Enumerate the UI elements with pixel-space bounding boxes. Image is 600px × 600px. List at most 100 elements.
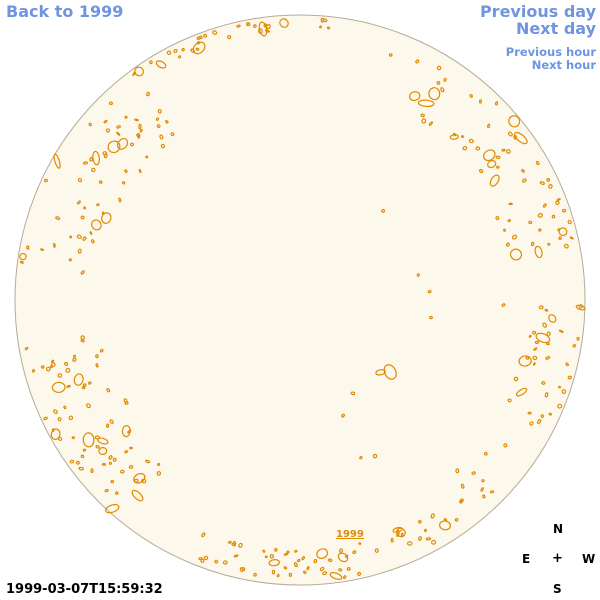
contour-mark (239, 567, 244, 573)
contour-mark (375, 369, 386, 376)
contour-mark (326, 26, 331, 30)
contour-mark (109, 419, 114, 424)
contour-mark (381, 208, 386, 213)
contour-mark (104, 504, 120, 514)
contour-mark (420, 113, 425, 118)
contour-mark (415, 59, 420, 64)
contour-mark (95, 444, 100, 449)
back-to-year-link[interactable]: Back to 1999 (6, 2, 124, 21)
contour-mark (149, 60, 153, 65)
contour-mark (195, 47, 200, 51)
contour-mark (423, 528, 428, 533)
contour-mark (82, 448, 87, 452)
contour-mark (73, 373, 84, 386)
contour-mark (417, 99, 435, 108)
contour-mark (269, 554, 275, 559)
contour-mark (548, 314, 557, 323)
contour-mark (418, 536, 422, 541)
contour-mark (430, 513, 435, 519)
contour-mark (418, 519, 422, 524)
contour-mark (537, 213, 543, 218)
contour-mark (507, 219, 512, 223)
contour-mark (69, 235, 73, 239)
contour-mark (103, 119, 108, 124)
contour-mark (541, 381, 546, 385)
contour-mark (436, 65, 442, 71)
contour-mark (319, 566, 325, 572)
contour-mark (558, 385, 561, 389)
contour-mark (139, 128, 143, 133)
contour-mark (66, 384, 71, 388)
contour-mark (141, 478, 147, 484)
contour-mark (428, 87, 441, 101)
contour-mark (118, 197, 122, 203)
contour-mark (31, 368, 36, 373)
contour-mark (64, 361, 69, 366)
contour-mark (178, 55, 182, 59)
contour-mark (503, 443, 508, 448)
contour-mark (555, 200, 560, 206)
contour-mark (145, 459, 150, 464)
contour-mark (90, 468, 94, 474)
contour-mark (40, 365, 45, 369)
contour-mark (170, 132, 175, 137)
contour-mark (443, 77, 447, 82)
contour-mark (283, 552, 289, 556)
contour-mark (483, 451, 488, 456)
contour-mark (567, 375, 572, 380)
contour-mark (90, 219, 102, 231)
contour-mark (78, 466, 84, 471)
contour-mark (279, 18, 289, 28)
contour-mark (537, 419, 542, 425)
contour-mark (575, 304, 586, 311)
contour-mark (532, 330, 537, 335)
contour-mark (567, 219, 572, 225)
contour-mark (68, 415, 74, 421)
previous-hour-link[interactable]: Previous hour (505, 45, 596, 59)
contour-mark (513, 131, 528, 145)
next-hour-link[interactable]: Next hour (531, 58, 596, 72)
contour-mark (76, 200, 81, 205)
previous-day-link[interactable]: Previous day (479, 2, 596, 21)
contour-mark (303, 570, 307, 574)
contour-mark (383, 364, 397, 380)
contour-mark (157, 462, 161, 467)
contour-mark (203, 555, 209, 561)
contour-mark (136, 133, 141, 138)
contour-mark (494, 101, 499, 106)
contour-mark (40, 248, 45, 251)
contour-mark (406, 541, 413, 546)
contour-mark (127, 429, 132, 434)
contour-mark (480, 487, 484, 492)
contour-mark (57, 417, 62, 422)
contour-mark (164, 120, 169, 124)
compass-south: S (553, 582, 562, 596)
contour-mark (532, 355, 538, 361)
contour-mark (357, 571, 362, 576)
contour-mark (72, 354, 77, 358)
next-day-link[interactable]: Next day (516, 19, 596, 38)
contour-mark (561, 389, 567, 394)
observation-timestamp: 1999-03-07T15:59:32 (6, 582, 163, 597)
contour-mark (146, 91, 150, 97)
contour-mark (507, 131, 513, 137)
contour-mark (198, 557, 203, 561)
contour-mark (454, 518, 459, 522)
contour-mark (65, 367, 71, 373)
contour-mark (116, 125, 121, 129)
contour-mark (87, 381, 92, 385)
contour-mark (557, 403, 563, 409)
contour-mark (108, 455, 113, 460)
contour-mark (75, 460, 80, 465)
contour-mark (53, 242, 56, 248)
contour-mark (105, 128, 111, 133)
year-link[interactable]: 1999 (336, 529, 364, 540)
contour-mark (511, 234, 518, 240)
contour-mark (540, 414, 545, 418)
contour-mark (390, 537, 394, 543)
contour-mark (123, 398, 128, 403)
contour-mark (26, 245, 30, 250)
contour-mark (346, 566, 351, 571)
contour-mark (429, 315, 433, 320)
contour-mark (43, 416, 48, 421)
